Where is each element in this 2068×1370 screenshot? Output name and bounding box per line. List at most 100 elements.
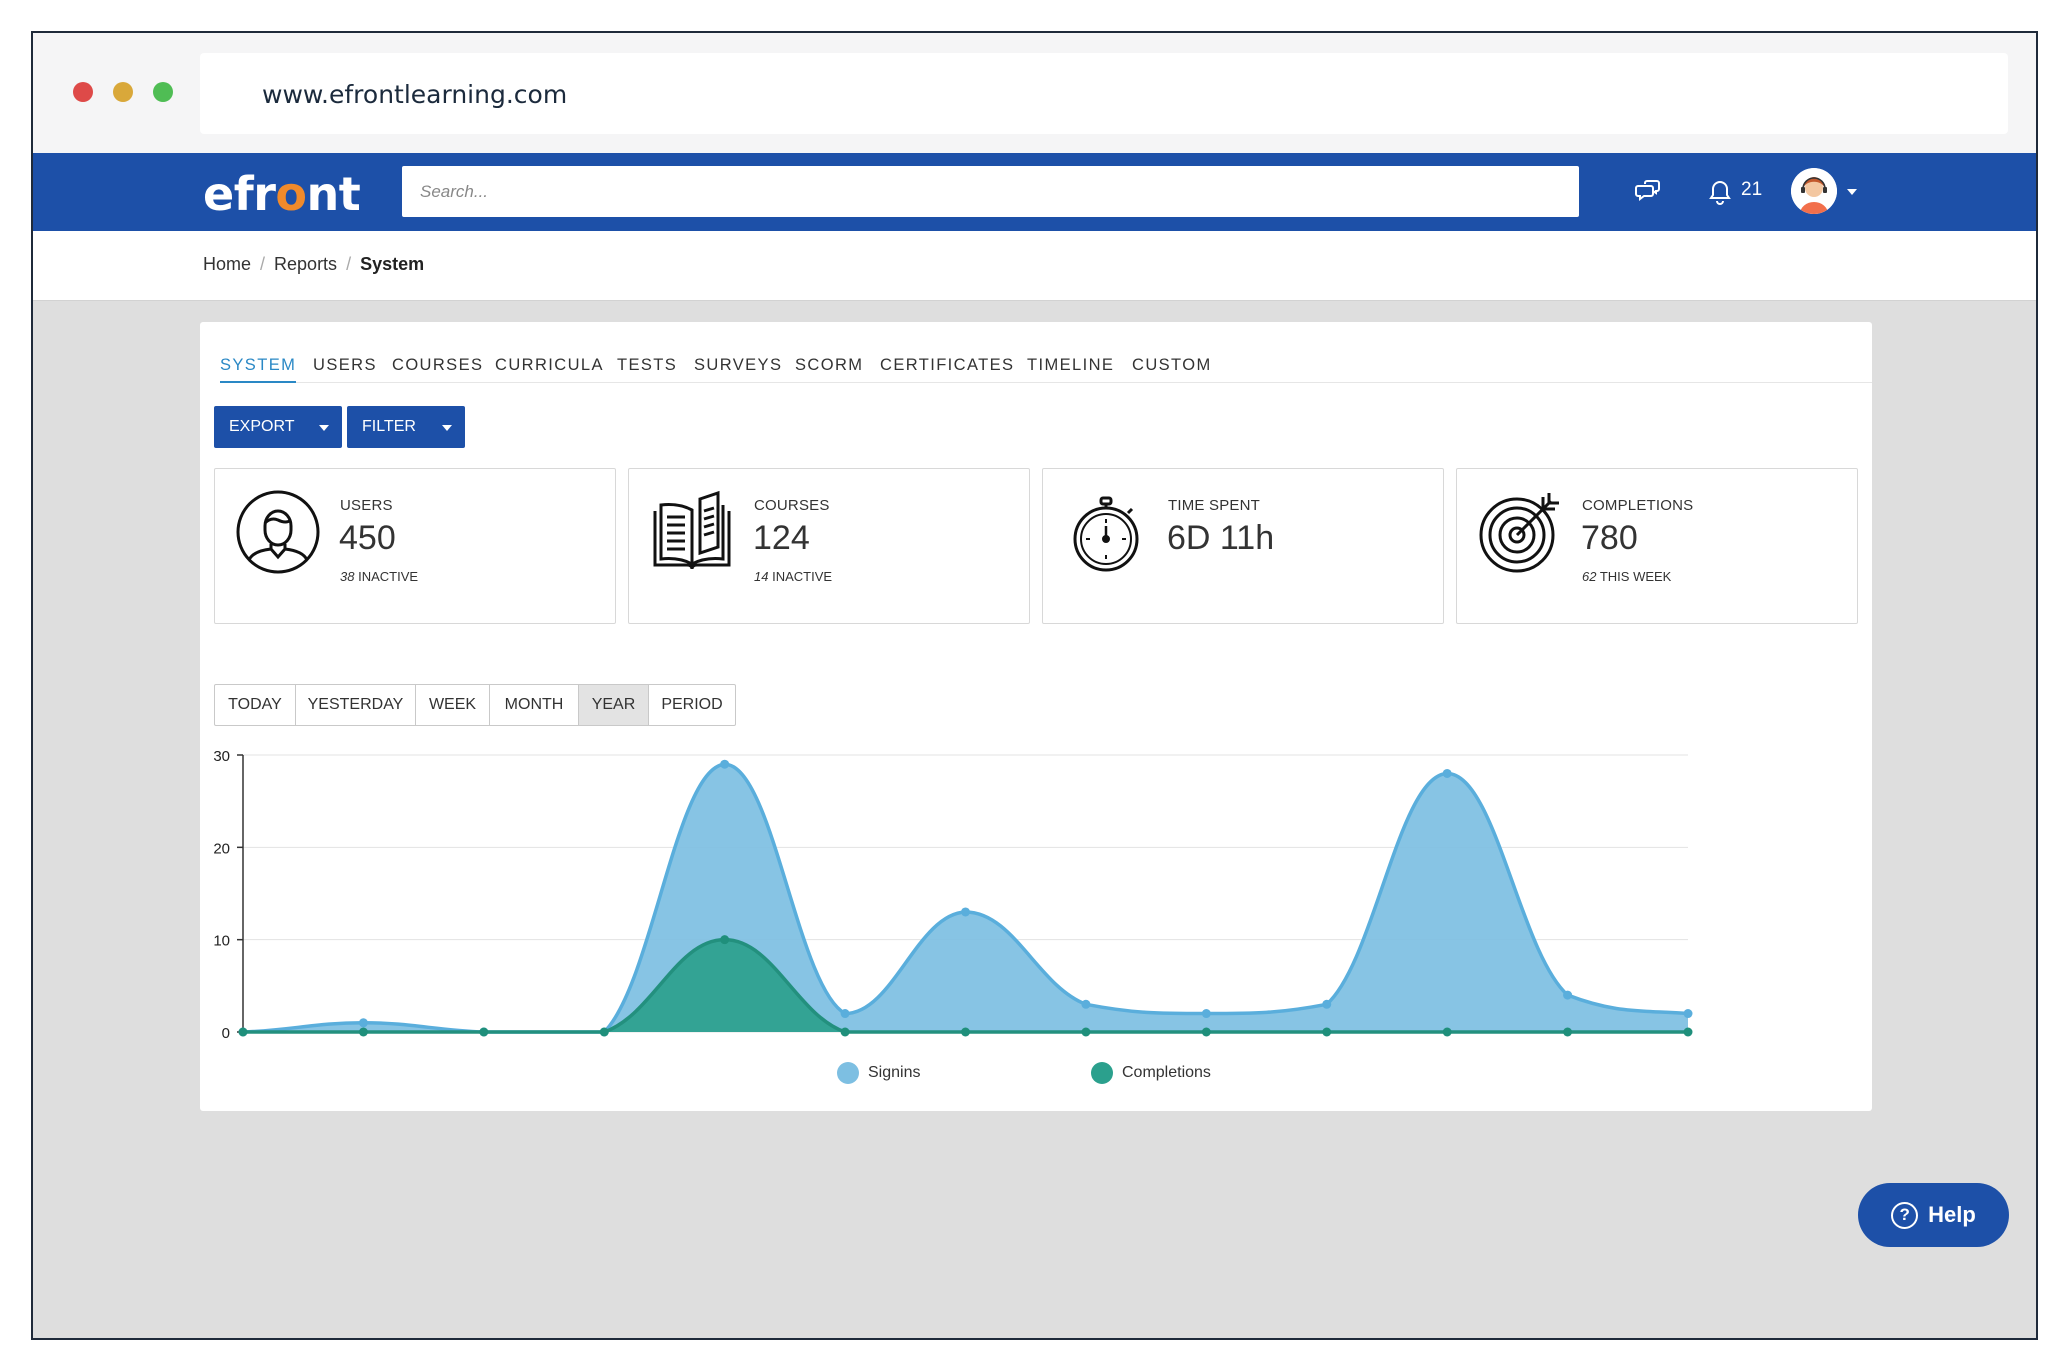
signins-completions-chart: 0102030JulAugSeptOctNovDecJanFebMarAprMa… bbox=[213, 748, 1693, 1042]
tab-surveys[interactable]: SURVEYS bbox=[694, 356, 783, 374]
tab-tests[interactable]: TESTS bbox=[617, 356, 678, 374]
browser-chrome: www.efrontlearning.com bbox=[33, 33, 2036, 153]
breadcrumb-home[interactable]: Home bbox=[203, 254, 252, 274]
maximize-window-button[interactable] bbox=[153, 82, 173, 102]
data-point-completions bbox=[1201, 1027, 1211, 1037]
avatar-image bbox=[1791, 168, 1837, 214]
period-today[interactable]: TODAY bbox=[215, 685, 296, 725]
stat-card-courses: COURSES 124 14 INACTIVE bbox=[628, 468, 1030, 624]
data-point-completions bbox=[599, 1027, 609, 1037]
chevron-down-icon[interactable] bbox=[1847, 189, 1857, 195]
y-tick-label: 30 bbox=[213, 748, 230, 765]
book-icon bbox=[653, 490, 731, 570]
help-icon: ? bbox=[1891, 1201, 1919, 1229]
stat-card-time-spent: TIME SPENT 6D 11h bbox=[1042, 468, 1444, 624]
chevron-down-icon bbox=[442, 425, 452, 431]
period-year[interactable]: YEAR bbox=[579, 685, 649, 725]
stat-card-users: USERS 450 38 INACTIVE bbox=[214, 468, 616, 624]
legend-swatch-signins bbox=[837, 1062, 859, 1084]
filter-button[interactable]: FILTER bbox=[347, 406, 465, 448]
stat-label: TIME SPENT bbox=[1168, 497, 1261, 514]
data-point-completions bbox=[720, 935, 730, 945]
data-point-completions bbox=[1081, 1027, 1091, 1037]
period-selector: TODAY YESTERDAY WEEK MONTH YEAR PERIOD bbox=[214, 684, 736, 726]
chevron-down-icon bbox=[319, 425, 329, 431]
breadcrumb-bar: Home / Reports / System bbox=[33, 231, 2036, 301]
data-point-signins bbox=[840, 1009, 850, 1019]
address-bar[interactable]: www.efrontlearning.com bbox=[200, 53, 2008, 134]
data-point-completions bbox=[358, 1027, 368, 1037]
stat-value: 450 bbox=[339, 519, 396, 557]
data-point-signins bbox=[720, 759, 730, 769]
stat-value: 780 bbox=[1581, 519, 1638, 557]
period-month[interactable]: MONTH bbox=[490, 685, 579, 725]
tab-timeline[interactable]: TIMELINE bbox=[1027, 356, 1115, 374]
data-point-signins bbox=[1563, 990, 1573, 1000]
data-point-completions bbox=[840, 1027, 850, 1037]
period-period[interactable]: PERIOD bbox=[661, 696, 723, 713]
data-point-completions bbox=[1442, 1027, 1452, 1037]
y-tick-label: 0 bbox=[222, 1025, 230, 1042]
tab-courses[interactable]: COURSES bbox=[392, 356, 484, 374]
stat-subtext: 62 THIS WEEK bbox=[1582, 569, 1671, 584]
data-point-completions bbox=[1683, 1027, 1693, 1037]
series-area-signins bbox=[243, 764, 1688, 1032]
legend-item-completions[interactable]: Completions bbox=[1091, 1060, 1211, 1086]
tab-certificates[interactable]: CERTIFICATES bbox=[880, 356, 1015, 374]
user-icon bbox=[236, 490, 320, 574]
url-text: www.efrontlearning.com bbox=[262, 80, 568, 109]
tab-system[interactable]: SYSTEM bbox=[220, 356, 297, 383]
export-button-label: EXPORT bbox=[229, 418, 295, 435]
stat-sub-number: 62 bbox=[1582, 569, 1597, 584]
search-input[interactable] bbox=[402, 166, 1579, 217]
efront-logo[interactable]: efront bbox=[203, 167, 361, 221]
breadcrumb: Home / Reports / System bbox=[203, 254, 424, 275]
chat-icon[interactable] bbox=[1634, 178, 1662, 206]
export-button[interactable]: EXPORT bbox=[214, 406, 342, 448]
data-point-signins bbox=[1442, 768, 1452, 778]
help-button[interactable]: ? Help bbox=[1858, 1183, 2009, 1247]
app-navbar: efront 21 bbox=[33, 153, 2036, 231]
data-point-signins bbox=[1683, 1009, 1693, 1019]
stat-sub-number: 14 bbox=[754, 569, 769, 584]
tab-scorm[interactable]: SCORM bbox=[795, 356, 864, 374]
stat-sub-number: 38 bbox=[340, 569, 355, 584]
tab-curricula[interactable]: CURRICULA bbox=[495, 356, 604, 374]
breadcrumb-reports[interactable]: Reports bbox=[274, 254, 338, 274]
notification-count: 21 bbox=[1741, 179, 1763, 200]
stat-label: USERS bbox=[340, 497, 393, 514]
minimize-window-button[interactable] bbox=[113, 82, 133, 102]
stat-label: COMPLETIONS bbox=[1582, 497, 1694, 514]
close-window-button[interactable] bbox=[73, 82, 93, 102]
stat-sub-text: INACTIVE bbox=[354, 569, 419, 584]
data-point-signins bbox=[1081, 999, 1091, 1009]
legend-item-signins[interactable]: Signins bbox=[837, 1060, 920, 1086]
y-tick-label: 10 bbox=[213, 933, 230, 950]
data-point-signins bbox=[358, 1018, 368, 1028]
breadcrumb-current: System bbox=[360, 254, 425, 274]
legend-label-signins: Signins bbox=[868, 1064, 921, 1081]
filter-button-label: FILTER bbox=[362, 418, 416, 435]
stat-label: COURSES bbox=[754, 497, 830, 514]
stopwatch-icon bbox=[1073, 496, 1139, 572]
data-point-signins bbox=[961, 907, 970, 917]
tab-users[interactable]: USERS bbox=[313, 356, 377, 374]
stat-subtext: 14 INACTIVE bbox=[754, 569, 832, 584]
logo-text-o: o bbox=[275, 167, 307, 221]
stat-sub-text: THIS WEEK bbox=[1596, 569, 1672, 584]
logo-text-suffix: nt bbox=[306, 167, 361, 221]
stat-sub-text: INACTIVE bbox=[768, 569, 833, 584]
bell-icon[interactable] bbox=[1706, 178, 1734, 206]
period-yesterday[interactable]: YESTERDAY bbox=[296, 685, 416, 725]
logo-text-prefix: efr bbox=[203, 167, 276, 221]
tab-custom[interactable]: CUSTOM bbox=[1132, 356, 1212, 374]
data-point-signins bbox=[1322, 999, 1332, 1009]
stat-value: 124 bbox=[753, 519, 810, 557]
legend-label-completions: Completions bbox=[1122, 1064, 1211, 1081]
breadcrumb-separator: / bbox=[260, 254, 266, 274]
stat-subtext: 38 INACTIVE bbox=[340, 569, 418, 584]
data-point-completions bbox=[1322, 1027, 1332, 1037]
period-week[interactable]: WEEK bbox=[416, 685, 490, 725]
target-icon bbox=[1479, 493, 1559, 573]
avatar[interactable] bbox=[1791, 168, 1837, 214]
